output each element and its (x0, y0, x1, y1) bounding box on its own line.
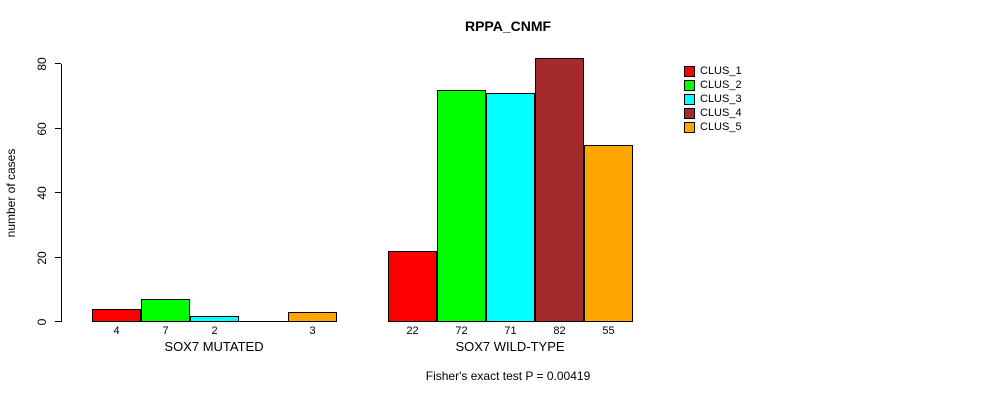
group-label-sox7-wild-type: SOX7 WILD-TYPE (455, 339, 565, 354)
bar-count-label: 71 (504, 325, 517, 337)
legend-label: CLUS_5 (700, 121, 742, 133)
bar-count-label: 7 (162, 325, 169, 337)
legend-item: CLUS_3 (684, 92, 742, 106)
group-label-sox7-mutated: SOX7 MUTATED (164, 339, 264, 354)
legend-swatch (684, 107, 695, 119)
legend-item: CLUS_4 (684, 106, 742, 120)
legend-swatch (684, 65, 695, 77)
bar-clus_2-group1 (141, 299, 190, 322)
bar-count-label: 2 (211, 325, 218, 337)
y-tick-label: 60 (35, 122, 49, 136)
bar-clus_2-group2 (437, 90, 486, 322)
bar-clus_3-group1 (190, 316, 239, 322)
legend-label: CLUS_2 (700, 79, 742, 91)
legend-item: CLUS_2 (684, 78, 742, 92)
y-tick-mark (55, 192, 61, 193)
bar-count-label: 4 (113, 325, 120, 337)
bar-clus_5-group1 (288, 312, 337, 322)
y-tick-label: 0 (35, 318, 49, 326)
y-tick-mark (55, 257, 61, 258)
y-tick-label: 80 (35, 57, 49, 71)
bar-clus_4-group2 (535, 58, 584, 322)
bar-count-label: 3 (309, 325, 316, 337)
y-tick-label: 40 (35, 186, 49, 200)
bar-count-label: 22 (406, 325, 419, 337)
legend-swatch (684, 79, 695, 91)
annotation-fisher-test: Fisher's exact test P = 0.00419 (425, 369, 591, 383)
legend-label: CLUS_1 (700, 65, 742, 77)
chart-title: RPPA_CNMF (464, 18, 552, 34)
bar-clus_1-group1 (92, 309, 141, 322)
y-axis-label: number of cases (4, 148, 18, 238)
y-tick-mark (55, 321, 61, 322)
bar-clus_1-group2 (388, 251, 437, 322)
bar-count-label: 72 (455, 325, 468, 337)
legend-swatch (684, 121, 695, 133)
legend-swatch (684, 93, 695, 105)
legend-label: CLUS_3 (700, 93, 742, 105)
legend-label: CLUS_4 (700, 107, 742, 119)
y-axis-line (61, 64, 62, 322)
legend-item: CLUS_1 (684, 64, 742, 78)
y-tick-label: 20 (35, 251, 49, 265)
y-tick-mark (55, 128, 61, 129)
legend: CLUS_1 CLUS_2 CLUS_3 CLUS_4 CLUS_5 (684, 64, 742, 134)
bar-count-label: 55 (602, 325, 615, 337)
y-tick-mark (55, 63, 61, 64)
legend-item: CLUS_5 (684, 120, 742, 134)
bar-clus_5-group2 (584, 145, 633, 322)
bar-clus_4-group1 (239, 321, 288, 322)
bar-count-label: 82 (553, 325, 566, 337)
bar-clus_3-group2 (486, 93, 535, 322)
